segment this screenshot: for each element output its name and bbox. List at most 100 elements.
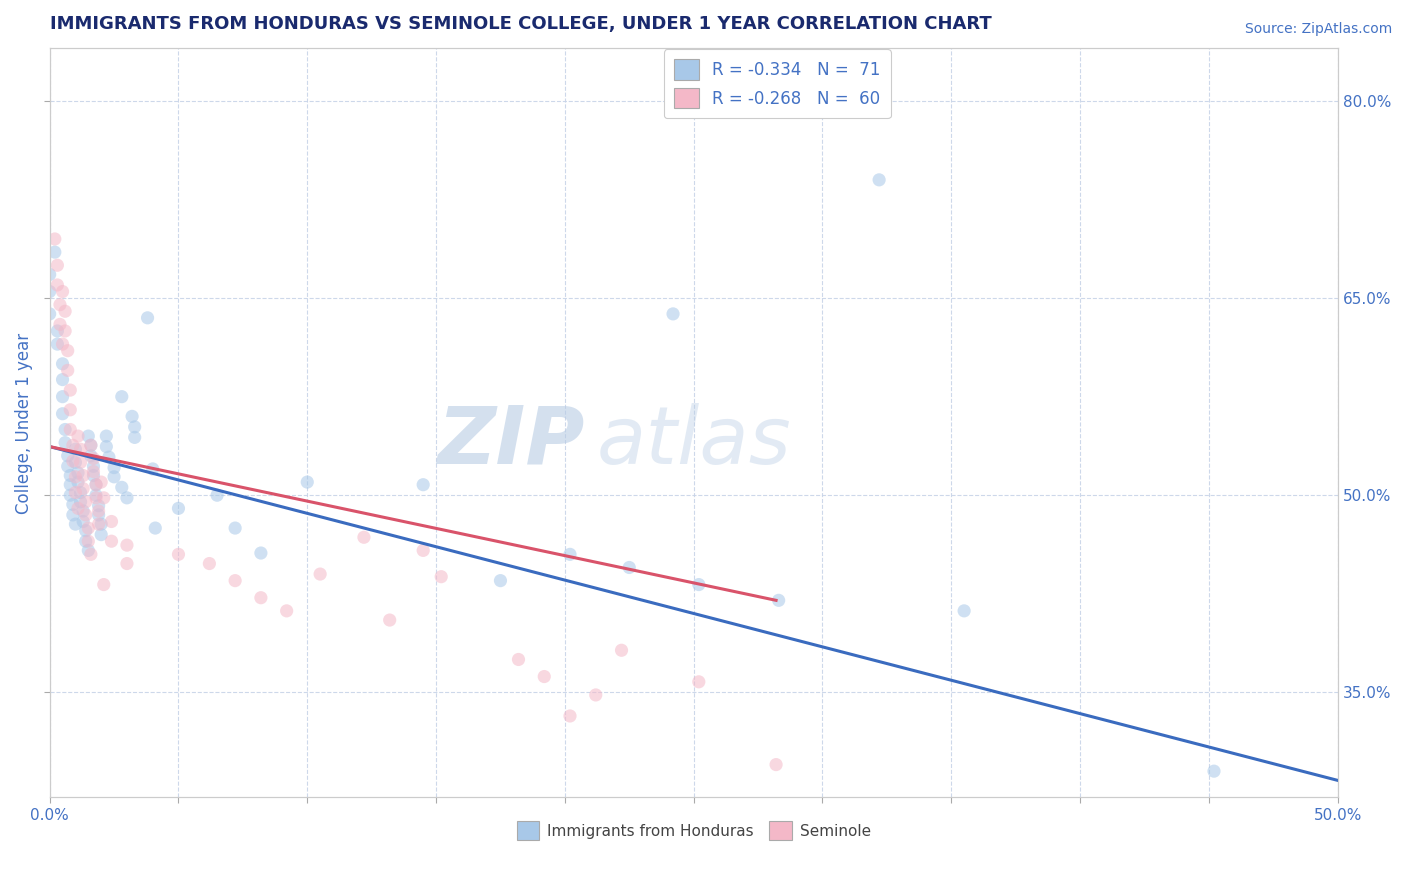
Point <box>69 495 91 509</box>
Point <box>167 501 190 516</box>
Point <box>56 449 79 463</box>
Point <box>46 337 69 351</box>
Point <box>77 534 100 549</box>
Point <box>90 475 112 489</box>
Point <box>62 454 84 468</box>
Point <box>69 455 91 469</box>
Point <box>198 557 221 571</box>
Point <box>72 515 94 529</box>
Point <box>69 442 91 457</box>
Point <box>84 491 107 505</box>
Point <box>619 560 641 574</box>
Point <box>90 517 112 532</box>
Point <box>768 593 790 607</box>
Point <box>765 757 787 772</box>
Point <box>558 547 581 561</box>
Point <box>65 455 87 469</box>
Point <box>276 604 298 618</box>
Point <box>100 534 122 549</box>
Point <box>688 577 710 591</box>
Point <box>75 495 97 509</box>
Point <box>38 307 60 321</box>
Point <box>69 485 91 500</box>
Point <box>72 504 94 518</box>
Point <box>1202 764 1225 779</box>
Point <box>51 337 73 351</box>
Point <box>142 462 165 476</box>
Point <box>309 567 332 582</box>
Point <box>868 173 890 187</box>
Point <box>56 363 79 377</box>
Point <box>66 501 89 516</box>
Point <box>84 477 107 491</box>
Point <box>103 460 125 475</box>
Point <box>82 468 104 483</box>
Point <box>65 470 87 484</box>
Point <box>84 477 107 491</box>
Point <box>62 438 84 452</box>
Point <box>953 604 976 618</box>
Point <box>378 613 401 627</box>
Point <box>585 688 607 702</box>
Point <box>87 508 110 522</box>
Point <box>82 451 104 466</box>
Y-axis label: College, Under 1 year: College, Under 1 year <box>15 333 32 514</box>
Point <box>115 491 138 505</box>
Point <box>59 423 82 437</box>
Point <box>56 459 79 474</box>
Point <box>115 538 138 552</box>
Point <box>297 475 319 489</box>
Point <box>111 390 134 404</box>
Point <box>143 521 166 535</box>
Point <box>59 477 82 491</box>
Point <box>75 534 97 549</box>
Point <box>75 508 97 522</box>
Point <box>508 652 530 666</box>
Point <box>53 324 76 338</box>
Point <box>115 557 138 571</box>
Point <box>82 465 104 479</box>
Point <box>93 577 115 591</box>
Point <box>96 440 118 454</box>
Point <box>59 383 82 397</box>
Point <box>51 407 73 421</box>
Point <box>77 543 100 558</box>
Point <box>100 515 122 529</box>
Point <box>51 357 73 371</box>
Point <box>49 298 72 312</box>
Point <box>38 285 60 299</box>
Point <box>662 307 685 321</box>
Point <box>66 466 89 480</box>
Point <box>136 310 159 325</box>
Point <box>533 669 555 683</box>
Text: atlas: atlas <box>598 402 792 481</box>
Point <box>121 409 143 424</box>
Point <box>250 591 273 605</box>
Point <box>66 429 89 443</box>
Point <box>62 508 84 522</box>
Point <box>65 442 87 457</box>
Point <box>205 488 228 502</box>
Point <box>87 499 110 513</box>
Point <box>84 488 107 502</box>
Point <box>124 430 146 444</box>
Point <box>51 285 73 299</box>
Point <box>250 546 273 560</box>
Point <box>87 504 110 518</box>
Point <box>167 547 190 561</box>
Point <box>412 543 434 558</box>
Point <box>72 482 94 496</box>
Point <box>80 547 103 561</box>
Point <box>77 521 100 535</box>
Point <box>224 574 246 588</box>
Point <box>53 435 76 450</box>
Point <box>77 429 100 443</box>
Legend: Immigrants from Honduras, Seminole: Immigrants from Honduras, Seminole <box>510 815 877 846</box>
Point <box>59 402 82 417</box>
Point <box>103 470 125 484</box>
Point <box>72 468 94 483</box>
Point <box>430 570 453 584</box>
Point <box>46 277 69 292</box>
Point <box>82 459 104 474</box>
Point <box>90 527 112 541</box>
